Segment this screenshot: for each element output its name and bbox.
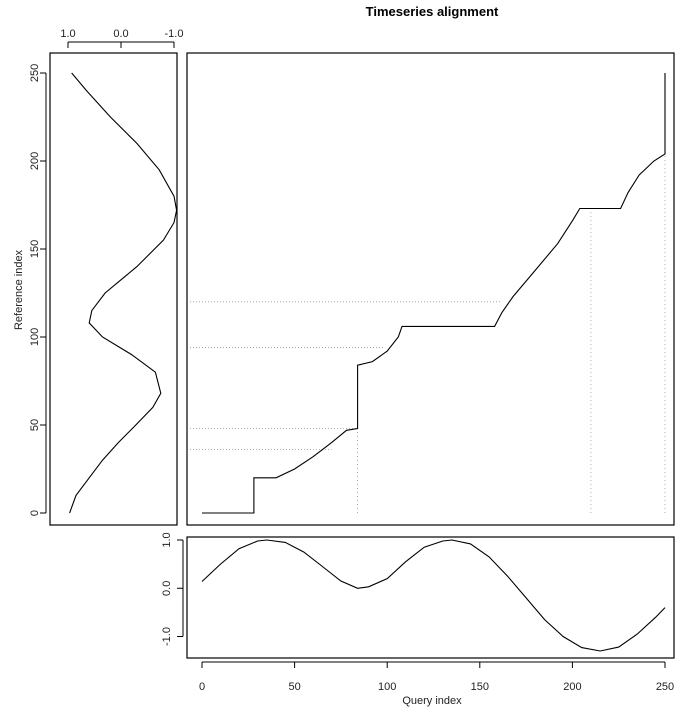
x-axis-label: Query index bbox=[402, 695, 462, 707]
main-plot-frame bbox=[186, 52, 675, 526]
y-tick-label: 100 bbox=[29, 328, 41, 346]
y-tick-label: 50 bbox=[29, 419, 41, 431]
y-tick-label: 250 bbox=[29, 64, 41, 82]
reference-value-tick-label: -1.0 bbox=[165, 28, 184, 40]
reference-plot-frame bbox=[49, 52, 178, 526]
reference-series-line bbox=[69, 72, 178, 514]
x-tick-label: 0 bbox=[199, 681, 205, 693]
x-tick-label: 150 bbox=[471, 681, 489, 693]
alignment-path-line bbox=[202, 73, 666, 514]
x-tick-label: 200 bbox=[563, 681, 581, 693]
y-axis-label: Reference index bbox=[13, 249, 25, 330]
query-y-tick-label: 0.0 bbox=[161, 581, 173, 596]
chart-title: Timeseries alignment bbox=[366, 4, 499, 19]
main-plot-area bbox=[190, 73, 666, 514]
reference-series-panel: 0 50 100 150 200 250 1.0 0.0 -1.0 bbox=[29, 28, 183, 516]
y-tick-label: 200 bbox=[29, 152, 41, 170]
y-tick-label: 150 bbox=[29, 240, 41, 258]
x-tick-label: 100 bbox=[378, 681, 396, 693]
y-tick-label: 0 bbox=[29, 510, 41, 516]
query-y-tick-label: -1.0 bbox=[161, 627, 173, 646]
query-plot-frame bbox=[186, 536, 675, 659]
reference-value-tick-label: 1.0 bbox=[60, 28, 75, 40]
reference-value-tick-label: 0.0 bbox=[113, 28, 128, 40]
query-series-panel: 0 50 100 150 200 250 1.0 0.0 -1.0 bbox=[161, 532, 674, 693]
query-y-tick-label: 1.0 bbox=[161, 532, 173, 547]
x-tick-label: 250 bbox=[656, 681, 674, 693]
query-series-line bbox=[201, 539, 666, 652]
x-tick-label: 50 bbox=[288, 681, 300, 693]
